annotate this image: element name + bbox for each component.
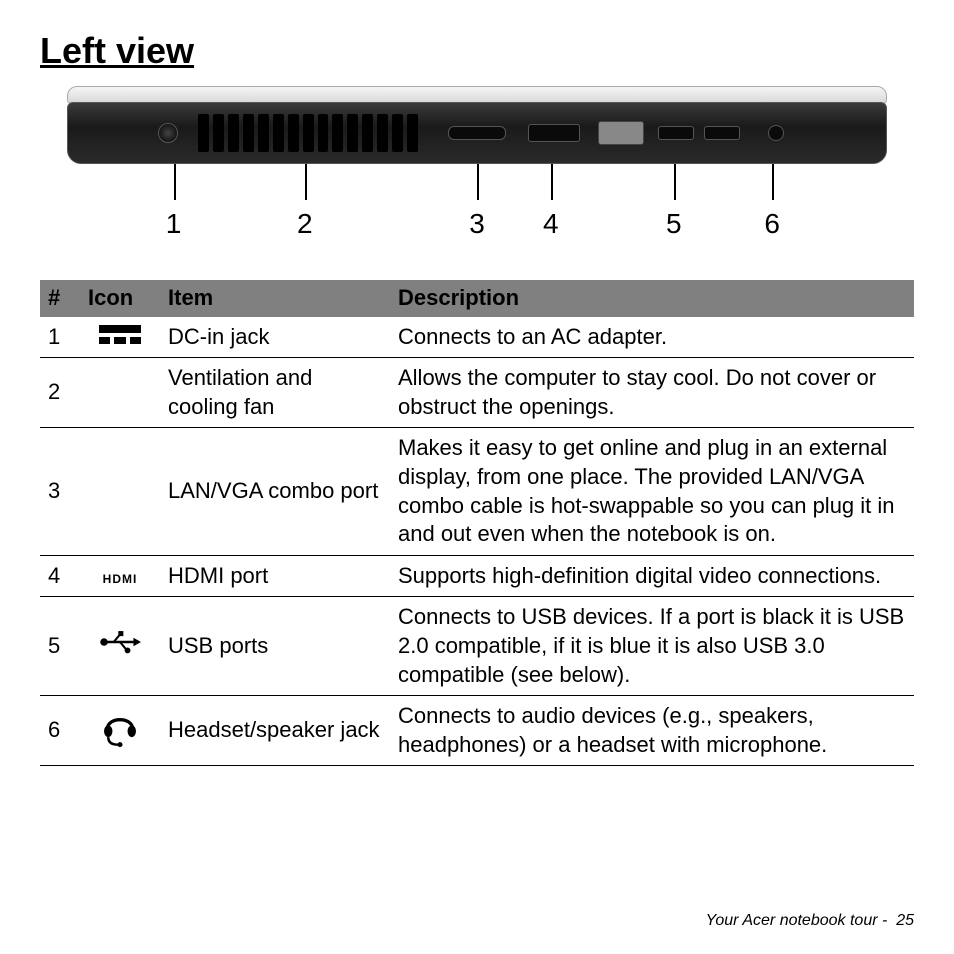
cell-item: HDMI port — [160, 555, 390, 597]
cell-desc: Connects to an AC adapter. — [390, 317, 914, 358]
callout-line — [772, 164, 774, 200]
callout-number: 3 — [469, 208, 485, 240]
cell-num: 1 — [40, 317, 80, 358]
callout-number: 1 — [166, 208, 182, 240]
cell-item: Headset/speaker jack — [160, 696, 390, 766]
cell-item: USB ports — [160, 597, 390, 696]
cell-desc: Connects to audio devices (e.g., speaker… — [390, 696, 914, 766]
page-footer: Your Acer notebook tour - 25 — [706, 912, 914, 930]
hdmi-icon: HDMI — [103, 572, 138, 586]
cell-num: 2 — [40, 358, 80, 428]
footer-page: 25 — [896, 912, 914, 929]
table-row: 4 HDMI HDMI portSupports high-definition d… — [40, 555, 914, 597]
diagram-usb-port-1 — [658, 126, 694, 140]
cell-num: 5 — [40, 597, 80, 696]
footer-text: Your Acer notebook tour - — [706, 912, 888, 929]
table-row: 2 Ventilation and cooling fanAllows the c… — [40, 358, 914, 428]
laptop-side-illustration — [67, 86, 887, 164]
cell-num: 4 — [40, 555, 80, 597]
callout-line — [174, 164, 176, 200]
diagram-dc-jack — [158, 123, 178, 143]
callout-number: 2 — [297, 208, 313, 240]
cell-item: DC-in jack — [160, 317, 390, 358]
cell-desc: Connects to USB devices. If a port is bl… — [390, 597, 914, 696]
header-item: Item — [160, 280, 390, 317]
cell-icon — [80, 696, 160, 766]
callout-line — [477, 164, 479, 200]
cell-desc: Makes it easy to get online and plug in … — [390, 428, 914, 555]
cell-icon — [80, 428, 160, 555]
cell-icon — [80, 597, 160, 696]
cell-icon: HDMI — [80, 555, 160, 597]
left-view-diagram: 1 2 3 4 5 6 — [67, 86, 887, 274]
table-row: 5 USB portsConnects to USB devices. If a … — [40, 597, 914, 696]
cell-desc: Supports high-definition digital video c… — [390, 555, 914, 597]
dc-in-icon — [99, 325, 141, 344]
callout-number: 4 — [543, 208, 559, 240]
cell-num: 6 — [40, 696, 80, 766]
diagram-ethernet — [598, 121, 644, 145]
callout-line — [674, 164, 676, 200]
diagram-usb-port-2 — [704, 126, 740, 140]
table-row: 6 Headset/speaker jackConnects to audio d… — [40, 696, 914, 766]
diagram-audio-jack — [768, 125, 784, 141]
callout-line — [305, 164, 307, 200]
headset-icon — [99, 728, 141, 753]
diagram-hdmi-port — [528, 124, 580, 142]
cell-item: Ventilation and cooling fan — [160, 358, 390, 428]
diagram-combo-port — [448, 126, 506, 140]
header-icon: Icon — [80, 280, 160, 317]
callout-line — [551, 164, 553, 200]
cell-desc: Allows the computer to stay cool. Do not… — [390, 358, 914, 428]
diagram-callouts: 1 2 3 4 5 6 — [67, 164, 887, 274]
cell-icon — [80, 358, 160, 428]
cell-num: 3 — [40, 428, 80, 555]
table-header-row: # Icon Item Description — [40, 280, 914, 317]
page-title: Left view — [40, 30, 914, 72]
cell-icon — [80, 317, 160, 358]
usb-icon — [99, 643, 141, 668]
ports-table: # Icon Item Description 1DC-in jackConne… — [40, 280, 914, 766]
header-desc: Description — [390, 280, 914, 317]
table-row: 3 LAN/VGA combo portMakes it easy to get … — [40, 428, 914, 555]
callout-number: 6 — [764, 208, 780, 240]
header-num: # — [40, 280, 80, 317]
diagram-vents — [198, 113, 418, 153]
cell-item: LAN/VGA combo port — [160, 428, 390, 555]
callout-number: 5 — [666, 208, 682, 240]
table-row: 1 DC-in jackConnects to an AC adapter. — [40, 317, 914, 358]
